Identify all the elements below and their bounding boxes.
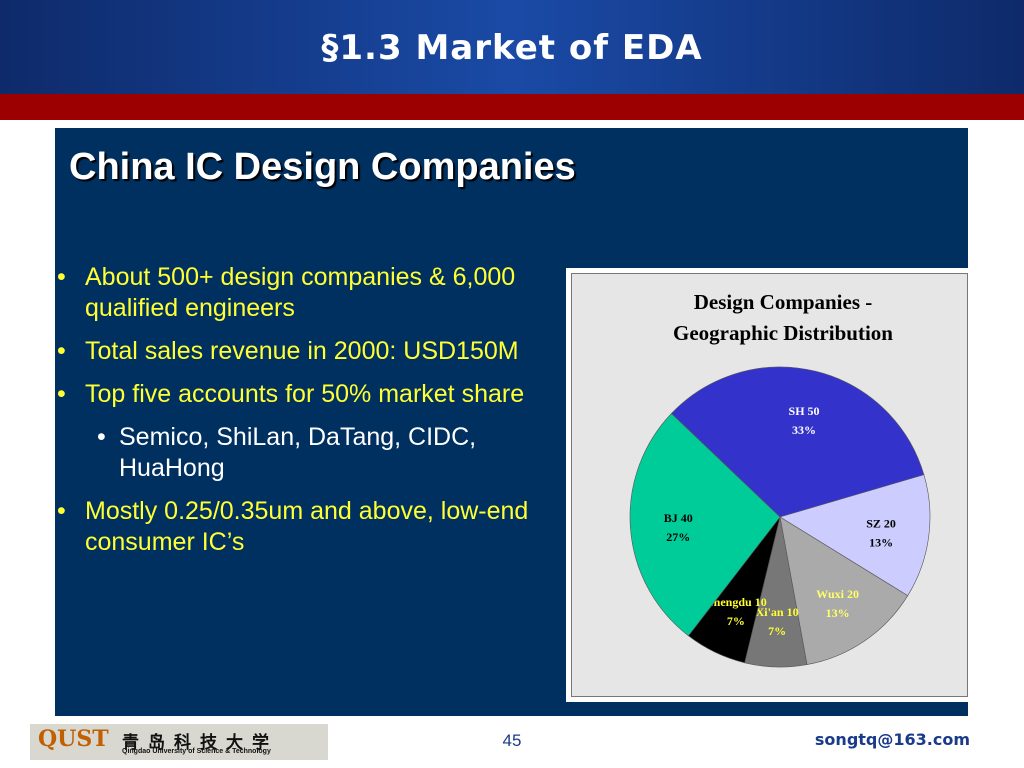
pie-label: Chengdu 10 7% — [705, 595, 767, 628]
pie-slice-sh — [671, 366, 925, 518]
pie-label: Xi'an 10 7% — [756, 605, 799, 638]
bullet-dot-icon: • — [57, 263, 66, 291]
bullet-dot-icon: • — [57, 497, 66, 525]
university-logo: QUST 青岛科技大学 Qingdao University of Scienc… — [30, 724, 328, 760]
chart-title-line-1: Design Companies - — [693, 290, 873, 314]
contact-email: songtq@163.com — [814, 730, 970, 749]
slide-title: §1.3 Market of EDA — [321, 28, 703, 68]
pie-label: Wuxi 20 13% — [816, 587, 859, 620]
bullet-text: Top five accounts for 50% market share — [85, 380, 525, 408]
bullet-list: • About 500+ design companies & 6,000 qua… — [55, 262, 570, 570]
logo-mark: QUST — [38, 726, 109, 752]
pie-slice-wuxi — [779, 516, 909, 665]
bullet-text: Semico, ShiLan, DaTang, CIDC, HuaHong — [119, 423, 477, 482]
pie-label: SH 50 33% — [789, 404, 820, 437]
pie-label: BJ 40 27% — [664, 511, 693, 544]
bullet-dot-icon: • — [57, 380, 66, 408]
pie-slice-sz — [779, 474, 931, 597]
sub-bullet-item: • Semico, ShiLan, DaTang, CIDC, HuaHong — [55, 422, 570, 484]
bullet-dot-icon: • — [97, 423, 106, 451]
bullet-item: • Total sales revenue in 2000: USD150M — [55, 336, 570, 367]
chart-area: Design Companies - Geographic Distributi… — [571, 273, 968, 697]
bullet-item: • Mostly 0.25/0.35um and above, low-end c… — [55, 496, 570, 558]
accent-stripe — [0, 94, 1024, 120]
bullet-item: • Top five accounts for 50% market share — [55, 379, 570, 410]
page-number: 45 — [502, 731, 522, 750]
logo-chinese-name: 青岛科技大学 — [122, 733, 278, 753]
pie-slice-bj — [629, 413, 781, 637]
bullet-dot-icon: • — [57, 337, 66, 365]
logo-english-name: Qingdao University of Science & Technolo… — [122, 748, 271, 755]
pie-label: SZ 20 13% — [866, 517, 896, 550]
chart-frame: Design Companies - Geographic Distributi… — [566, 268, 968, 702]
bullet-text: About 500+ design companies & 6,000 qual… — [85, 263, 516, 322]
chart-title-line-2: Geographic Distribution — [673, 321, 893, 345]
bullet-text: Total sales revenue in 2000: USD150M — [85, 337, 519, 365]
pie-chart: SH 50 33% SZ 20 13% Wuxi 20 13% Xi'an 10 7%Chen… — [629, 366, 931, 668]
bullet-text: Mostly 0.25/0.35um and above, low-end co… — [85, 497, 529, 556]
content-panel: China IC Design Companies • About 500+ de… — [55, 128, 968, 716]
panel-heading: China IC Design Companies — [69, 146, 576, 188]
title-bar: §1.3 Market of EDA — [0, 0, 1024, 94]
bullet-item: • About 500+ design companies & 6,000 qua… — [55, 262, 570, 324]
